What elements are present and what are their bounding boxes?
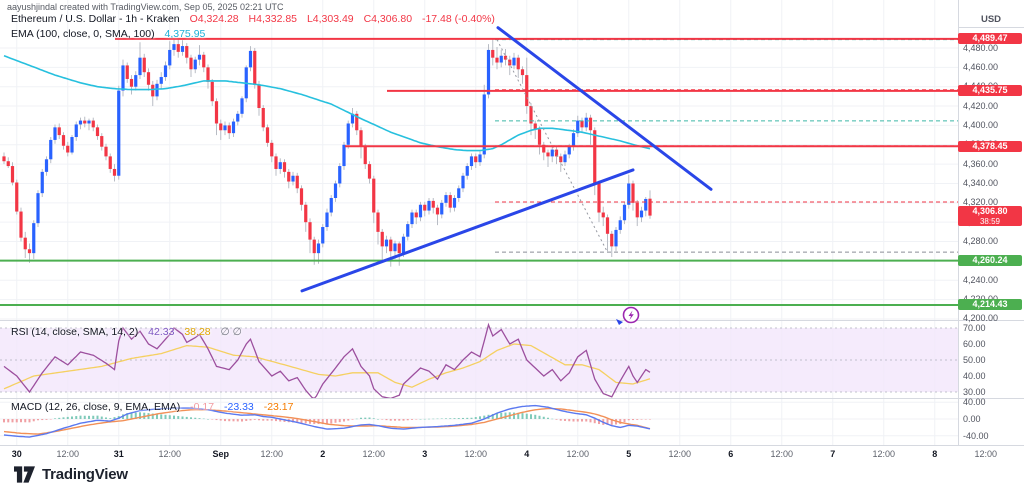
ohlc-change: -17.48 (-0.40%) [421, 13, 495, 25]
price-axis-label: 4,200.00 [963, 313, 999, 324]
time-axis[interactable]: 30 12:00 31 12:00 Sep 12:00 2 12:00 3 12:00 4 12:00… [0, 447, 1024, 461]
time-axis-label: 6 [728, 449, 734, 459]
rsi-hidden-plots: ∅ ∅ [220, 326, 242, 338]
price-level-tag[interactable]: 4,214.43 [958, 299, 1022, 311]
time-axis-label: 12:00 [770, 449, 794, 459]
time-axis-label: 8 [932, 449, 938, 459]
price-level-tag[interactable]: 4,378.45 [958, 140, 1022, 152]
ohlc-close: C4,306.80 [363, 13, 413, 25]
time-axis-label: 12:00 [362, 449, 386, 459]
macd-value: -23.33 [224, 401, 254, 413]
chart-canvas[interactable] [0, 0, 1024, 447]
rsi-value: 42.33 [148, 326, 175, 338]
price-axis-label: 4,220.00 [963, 294, 998, 304]
macd-axis-label: -40.00 [963, 430, 989, 441]
time-axis-label: 30 [11, 449, 22, 459]
price-axis-label: 4,420.00 [963, 100, 999, 111]
price-axis-label: 4,400.00 [963, 119, 999, 130]
rsi-axis-label: 40.00 [963, 371, 986, 381]
time-axis-label: 12:00 [56, 449, 80, 459]
time-axis-label: 31 [113, 449, 124, 459]
ohlc-open: O4,324.28 [189, 13, 239, 25]
price-scale-currency: USD [980, 14, 1002, 25]
price-axis-label: 4,280.00 [963, 236, 999, 247]
macd-axis-label: 0.00 [963, 414, 981, 424]
attribution-text: aayushjindal created with TradingView.co… [7, 2, 284, 12]
time-axis-label: 12:00 [158, 449, 182, 459]
price-level-tag[interactable]: 4,435.75 [958, 85, 1022, 97]
time-axis-label: Sep [212, 449, 230, 459]
time-axis-label: 12:00 [566, 449, 590, 459]
price-axis-label: 4,320.00 [963, 197, 999, 208]
price-axis-label: 4,480.00 [963, 42, 999, 53]
time-axis-label: 12:00 [464, 449, 488, 459]
lightning-bolt-icon [628, 310, 634, 320]
ema-label: EMA (100, close, 0, SMA, 100) [11, 28, 155, 40]
macd-axis-label: 40.00 [963, 397, 986, 408]
symbol-title: Ethereum / U.S. Dollar - 1h - Kraken [11, 13, 180, 25]
rsi-sma-value: 38.28 [184, 326, 211, 338]
macd-signal-value: -23.17 [263, 401, 294, 413]
cursor-arrow-icon [616, 319, 623, 325]
time-axis-label: 3 [422, 449, 428, 459]
rsi-legend[interactable]: RSI (14, close, SMA, 14, 2) 42.33 38.28 … [11, 326, 242, 338]
price-axis-label: 4,460.00 [963, 61, 999, 72]
price-level-tag[interactable]: 4,260.24 [958, 255, 1022, 267]
rsi-axis-label: 70.00 [963, 323, 986, 333]
symbol-legend[interactable]: Ethereum / U.S. Dollar - 1h - Kraken O4,… [11, 13, 495, 25]
macd-label: MACD (12, 26, close, 9, EMA, EMA) [11, 401, 181, 413]
ema-value: 4,375.95 [164, 28, 206, 40]
time-axis-label: 12:00 [872, 449, 896, 459]
macd-hist-value: -0.17 [190, 401, 215, 413]
time-axis-label: 12:00 [260, 449, 284, 459]
time-axis-label: 7 [830, 449, 836, 459]
price-axis-label: 4,360.00 [963, 158, 999, 169]
ohlc-high: H4,332.85 [248, 13, 298, 25]
time-axis-label: 4 [524, 449, 530, 459]
price-scale[interactable]: 4,480.004,460.004,440.004,420.004,400.00… [958, 0, 1024, 446]
price-axis-label: 4,340.00 [963, 177, 999, 188]
footer-brand[interactable]: TradingView [14, 466, 128, 483]
brand-name: TradingView [42, 466, 128, 483]
rsi-label: RSI (14, close, SMA, 14, 2) [11, 326, 139, 338]
price-level-tag[interactable]: 4,489.47 [958, 33, 1022, 45]
current-price-tag[interactable]: 4,306.80 38:59 [958, 205, 1022, 226]
time-axis-label: 5 [626, 449, 632, 459]
rsi-axis-label: 60.00 [963, 339, 986, 349]
rsi-axis-label: 50.00 [963, 355, 986, 365]
tradingview-logo-icon [14, 466, 35, 483]
lightning-cursor-icon[interactable] [614, 305, 642, 327]
ohlc-low: L4,303.49 [306, 13, 354, 25]
time-axis-label: 2 [320, 449, 326, 459]
time-axis-label: 12:00 [668, 449, 692, 459]
price-axis-label: 4,240.00 [963, 274, 999, 285]
rsi-axis-label: 30.00 [963, 387, 986, 397]
time-axis-label: 12:00 [974, 449, 998, 459]
ema-legend[interactable]: EMA (100, close, 0, SMA, 100) 4,375.95 [11, 28, 205, 40]
macd-legend[interactable]: MACD (12, 26, close, 9, EMA, EMA) -0.17 … [11, 401, 293, 413]
